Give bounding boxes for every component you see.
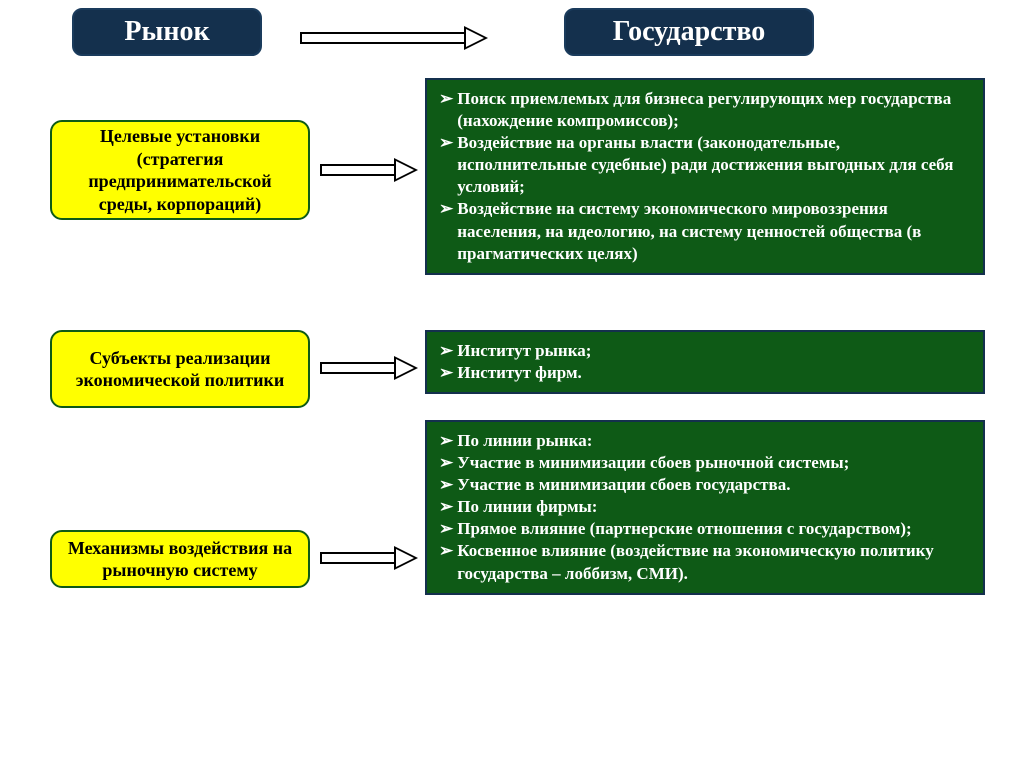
header-right-text: Государство (613, 16, 766, 48)
bullet-icon: ➢ (439, 198, 453, 220)
arrow-row-1 (320, 158, 420, 182)
green-2-item-0: ➢ Институт рынка; (439, 340, 971, 362)
green-3-item-0: ➢ По линии рынка: (439, 430, 971, 452)
bullet-icon: ➢ (439, 132, 453, 154)
arrow-top (300, 26, 490, 50)
yellow-text-3: Механизмы воздействия на рыночную систем… (62, 537, 298, 582)
header-right: Государство (564, 8, 814, 56)
bullet-icon: ➢ (439, 496, 453, 518)
bullet-icon: ➢ (439, 340, 453, 362)
bullet-icon: ➢ (439, 518, 453, 540)
green-2-text-0: Институт рынка; (457, 340, 591, 362)
green-3-text-1: Участие в минимизации сбоев рыночной сис… (457, 452, 849, 474)
green-3-item-1: ➢ Участие в минимизации сбоев рыночной с… (439, 452, 971, 474)
green-3-text-5: Косвенное влияние (воздействие на эконом… (457, 540, 971, 584)
arrow-row-2 (320, 356, 420, 380)
green-3-text-3: По линии фирмы: (457, 496, 597, 518)
header-left: Рынок (72, 8, 262, 56)
yellow-text-1: Целевые установки (стратегия предпринима… (62, 125, 298, 215)
green-3-text-0: По линии рынка: (457, 430, 592, 452)
green-3-item-2: ➢ Участие в минимизации сбоев государств… (439, 474, 971, 496)
green-3-item-3: ➢ По линии фирмы: (439, 496, 971, 518)
yellow-box-3: Механизмы воздействия на рыночную систем… (50, 530, 310, 588)
yellow-box-1: Целевые установки (стратегия предпринима… (50, 120, 310, 220)
green-3-text-4: Прямое влияние (партнерские отношения с … (457, 518, 911, 540)
bullet-icon: ➢ (439, 540, 453, 562)
green-1-item-1: ➢ Воздействие на органы власти (законода… (439, 132, 971, 198)
bullet-icon: ➢ (439, 362, 453, 384)
bullet-icon: ➢ (439, 88, 453, 110)
green-1-text-1: Воздействие на органы власти (законодате… (457, 132, 971, 198)
green-3-item-5: ➢ Косвенное влияние (воздействие на экон… (439, 540, 971, 584)
green-1-item-2: ➢ Воздействие на систему экономического … (439, 198, 971, 264)
yellow-text-2: Субъекты реализации экономической полити… (62, 347, 298, 392)
green-box-1: ➢ Поиск приемлемых для бизнеса регулирую… (425, 78, 985, 275)
green-1-item-0: ➢ Поиск приемлемых для бизнеса регулирую… (439, 88, 971, 132)
green-3-text-2: Участие в минимизации сбоев государства. (457, 474, 790, 496)
green-2-text-1: Институт фирм. (457, 362, 582, 384)
green-1-text-0: Поиск приемлемых для бизнеса регулирующи… (457, 88, 971, 132)
green-2-item-1: ➢ Институт фирм. (439, 362, 971, 384)
header-left-text: Рынок (124, 16, 209, 48)
green-box-3: ➢ По линии рынка: ➢ Участие в минимизаци… (425, 420, 985, 595)
bullet-icon: ➢ (439, 474, 453, 496)
arrow-row-3 (320, 546, 420, 570)
green-1-text-2: Воздействие на систему экономического ми… (457, 198, 971, 264)
yellow-box-2: Субъекты реализации экономической полити… (50, 330, 310, 408)
bullet-icon: ➢ (439, 452, 453, 474)
bullet-icon: ➢ (439, 430, 453, 452)
green-3-item-4: ➢ Прямое влияние (партнерские отношения … (439, 518, 971, 540)
green-box-2: ➢ Институт рынка; ➢ Институт фирм. (425, 330, 985, 394)
